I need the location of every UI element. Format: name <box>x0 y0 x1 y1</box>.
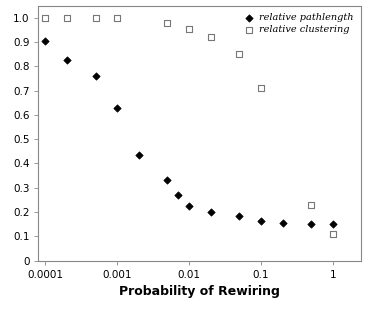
relative clustering <box>164 20 170 25</box>
relative clustering <box>43 15 48 20</box>
relative pathlength <box>308 222 314 227</box>
relative clustering <box>64 15 70 20</box>
relative pathlength <box>208 210 214 215</box>
relative pathlength <box>258 218 264 223</box>
relative pathlength <box>164 178 170 183</box>
relative clustering <box>258 86 264 91</box>
relative clustering <box>186 26 192 31</box>
relative clustering <box>308 202 314 207</box>
relative clustering <box>114 15 120 20</box>
relative pathlength <box>175 193 181 197</box>
relative pathlength <box>93 73 99 78</box>
relative pathlength <box>280 220 286 225</box>
relative pathlength <box>64 58 70 63</box>
relative pathlength <box>43 38 48 43</box>
relative clustering <box>330 232 336 237</box>
relative clustering <box>236 52 242 57</box>
relative clustering <box>208 35 214 40</box>
relative pathlength <box>186 204 192 209</box>
relative pathlength <box>136 153 142 157</box>
relative pathlength <box>330 222 336 227</box>
Legend: relative pathlength, relative clustering: relative pathlength, relative clustering <box>241 11 357 37</box>
relative pathlength <box>114 105 120 110</box>
X-axis label: Probability of Rewiring: Probability of Rewiring <box>120 285 280 298</box>
relative clustering <box>93 15 99 20</box>
relative pathlength <box>236 213 242 218</box>
